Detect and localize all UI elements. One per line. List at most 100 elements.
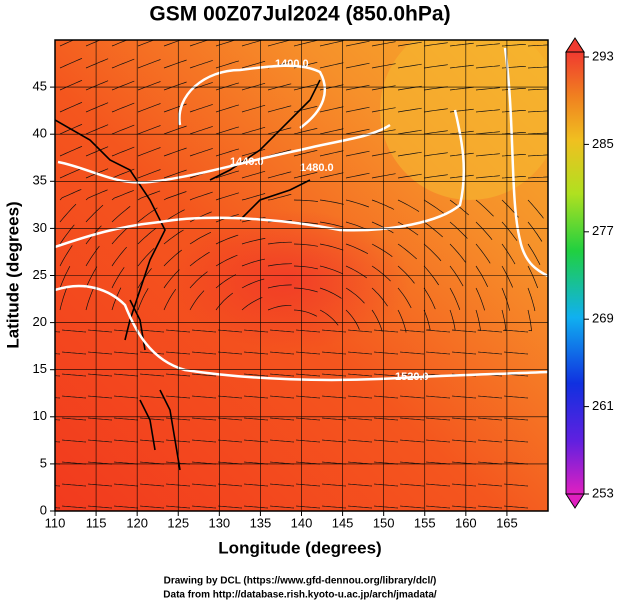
streamline [215,170,239,179]
streamline [449,174,474,179]
streamline [140,351,165,355]
y-tick-label: 5 [40,455,47,470]
streamline [348,417,373,421]
streamline [62,329,87,333]
streamline [501,109,526,113]
streamline [504,417,529,421]
streamline [189,231,212,245]
streamline [501,243,516,265]
streamline [504,395,529,399]
streamline [215,40,237,47]
streamline [501,221,518,241]
streamline [423,309,431,331]
streamline [215,148,239,157]
streamline [114,351,139,355]
streamline [319,150,344,157]
streamline [426,439,451,443]
streamline [296,351,321,355]
streamline [137,227,157,245]
x-tick-label: 145 [332,515,354,530]
streamline [137,147,161,157]
streamline [400,351,425,355]
streamline [192,483,217,487]
streamline [319,243,344,251]
y-tick-label: 20 [33,314,47,329]
streamline [137,190,161,201]
streamline [111,226,129,245]
streamline [348,505,373,509]
streamline [88,483,113,487]
streamline [192,329,217,333]
streamline [527,176,548,179]
streamline [293,265,318,270]
streamline [244,395,269,399]
streamline [296,483,321,487]
streamline [374,417,399,421]
streamline [192,351,217,355]
warm-area [170,210,410,350]
streamline [319,287,342,299]
streamline [241,193,266,201]
streamline [267,105,292,113]
streamline [475,87,500,91]
streamline [244,373,269,377]
x-tick-label: 130 [208,515,230,530]
streamline [527,132,548,135]
streamline [189,40,209,47]
streamline [192,439,217,443]
streamline [397,41,422,47]
streamline [85,266,98,289]
streamline [527,287,536,312]
streamline [270,483,295,487]
streamline [527,221,543,242]
y-tick-label: 10 [33,408,47,423]
streamline [88,395,113,399]
streamline [452,395,477,399]
streamline [475,221,493,241]
streamline [527,88,548,91]
streamline [345,243,369,255]
x-tick-label: 165 [496,515,518,530]
streamline [62,417,87,421]
streamline [527,44,548,47]
streamline [501,287,511,311]
streamline [114,395,139,399]
streamline [475,265,489,288]
streamline [345,62,370,69]
streamline [114,417,139,421]
streamline [296,395,321,399]
streamline [449,64,474,69]
streamline [478,483,503,487]
streamline [426,395,451,399]
streamline [400,417,425,421]
streamline [59,286,68,311]
streamline [111,40,128,47]
streamline [423,287,436,310]
streamline [423,152,448,157]
streamline [88,329,113,333]
streamline [371,199,395,210]
streamline [163,269,180,289]
streamline [475,109,500,113]
streamline [163,59,187,69]
streamline [296,373,321,377]
streamline [374,351,399,355]
streamline [423,199,445,214]
streamline [55,441,61,443]
streamline [85,80,109,91]
streamline [501,153,526,157]
streamline [85,124,109,135]
streamline [345,40,370,47]
streamline [59,57,83,69]
streamline [400,395,425,399]
streamline [348,483,373,487]
streamline [475,175,500,179]
streamline [371,243,393,257]
streamline [267,263,292,267]
streamline [55,485,61,487]
streamline [192,505,217,509]
streamline [244,329,269,333]
streamline [244,439,269,443]
streamline [111,190,134,201]
streamline [501,131,526,135]
